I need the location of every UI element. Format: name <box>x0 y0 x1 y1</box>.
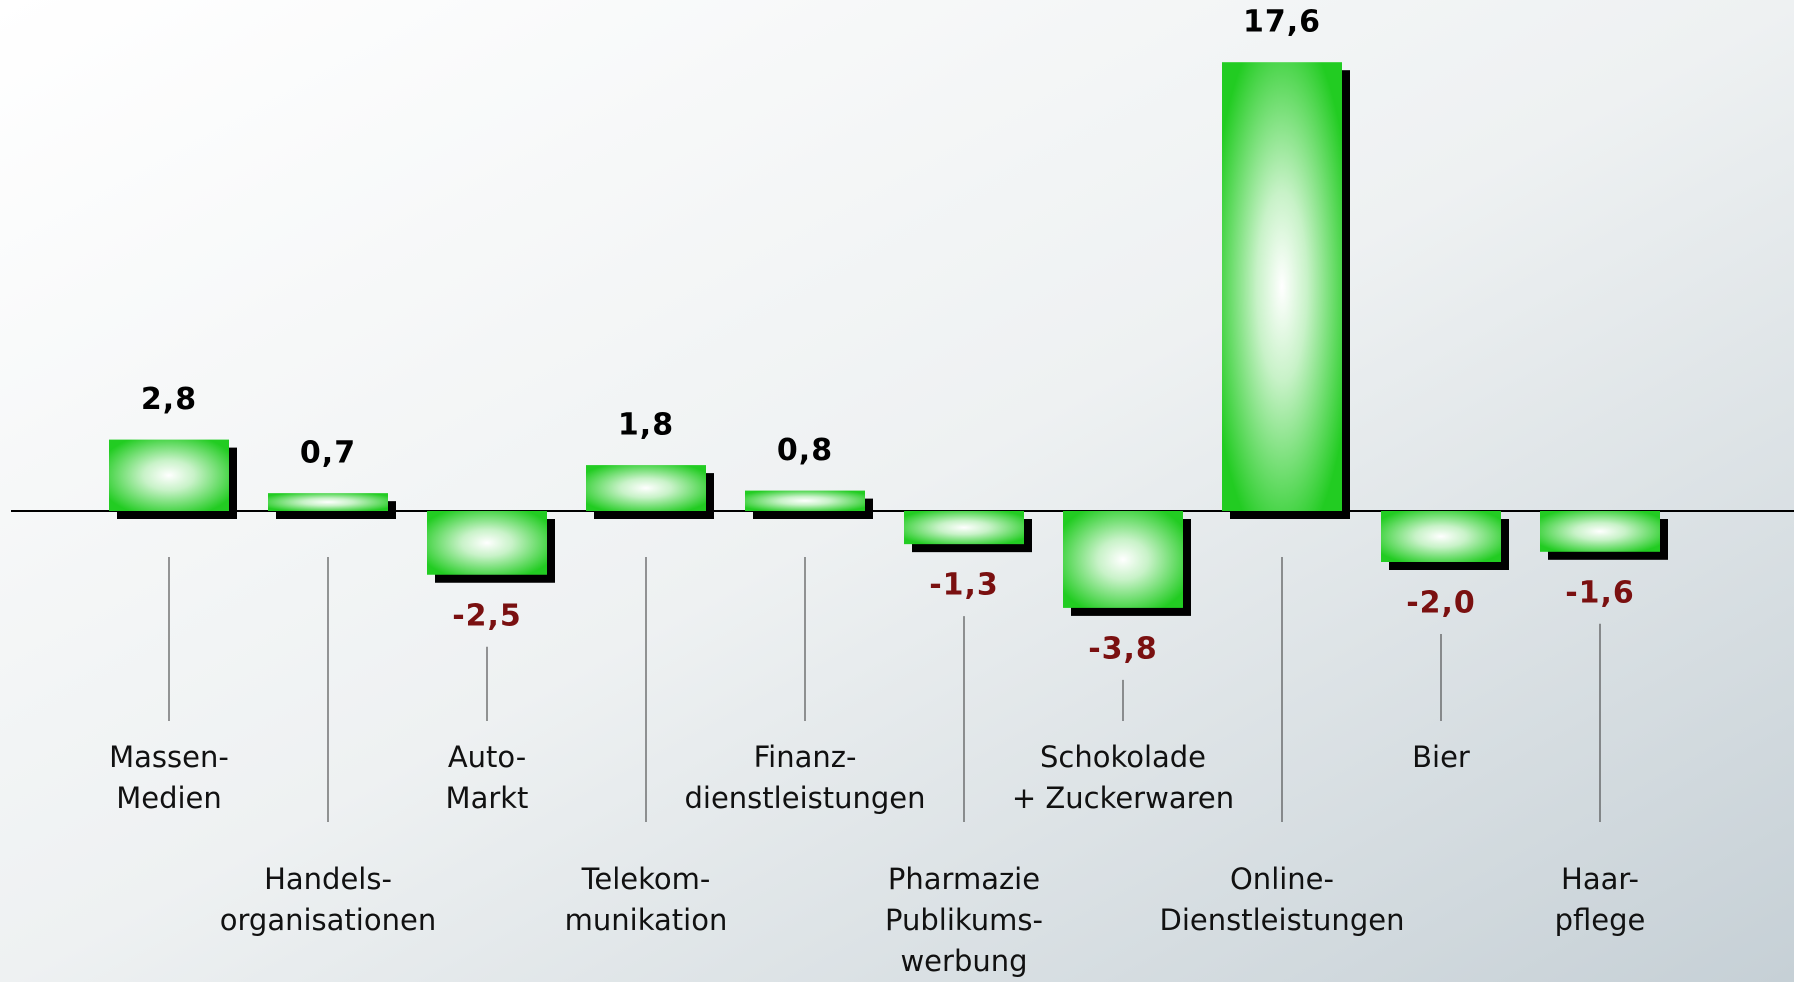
bar <box>109 439 229 511</box>
bar <box>1540 511 1660 552</box>
value-label: 0,8 <box>777 433 833 468</box>
category-label: Handels- <box>264 862 392 896</box>
value-label: 17,6 <box>1243 5 1321 40</box>
category-label: pflege <box>1555 903 1646 937</box>
value-label: 0,7 <box>300 436 356 471</box>
bar <box>586 465 706 511</box>
value-label: -1,3 <box>929 568 999 603</box>
category-label: Online- <box>1230 862 1334 896</box>
value-label: -2,0 <box>1406 586 1476 621</box>
category-label: Massen- <box>109 740 229 774</box>
bar <box>1063 511 1183 608</box>
category-label: Telekom- <box>581 862 711 896</box>
category-label: dienstleistungen <box>685 781 926 815</box>
category-label: Publikums- <box>885 903 1043 937</box>
category-label: Pharmazie <box>888 862 1040 896</box>
category-label: Markt <box>446 781 529 815</box>
bar <box>1222 62 1342 511</box>
plot: 2,8 Massen- Medien 0,7 Handels-organisatione… <box>11 5 1794 978</box>
bar <box>904 511 1024 545</box>
category-label: werbung <box>900 944 1027 978</box>
category-label: Dienstleistungen <box>1160 903 1405 937</box>
category-label: munikation <box>565 903 728 937</box>
value-label: 2,8 <box>141 382 197 417</box>
value-label: 1,8 <box>618 408 674 443</box>
category-label: organisationen <box>220 903 436 937</box>
category-label: Schokolade <box>1040 740 1206 774</box>
bar <box>1381 511 1501 562</box>
bar <box>427 511 547 575</box>
category-label: + Zuckerwaren <box>1012 781 1234 815</box>
value-label: -3,8 <box>1088 631 1158 666</box>
category-label: Auto- <box>448 740 526 774</box>
category-label: Medien <box>116 781 222 815</box>
category-label: Haar- <box>1561 862 1639 896</box>
value-label: -2,5 <box>452 598 522 633</box>
value-label: -1,6 <box>1565 575 1635 610</box>
category-label: Finanz- <box>754 740 857 774</box>
bar <box>268 493 388 511</box>
bar <box>745 490 865 511</box>
category-label: Bier <box>1412 740 1470 774</box>
